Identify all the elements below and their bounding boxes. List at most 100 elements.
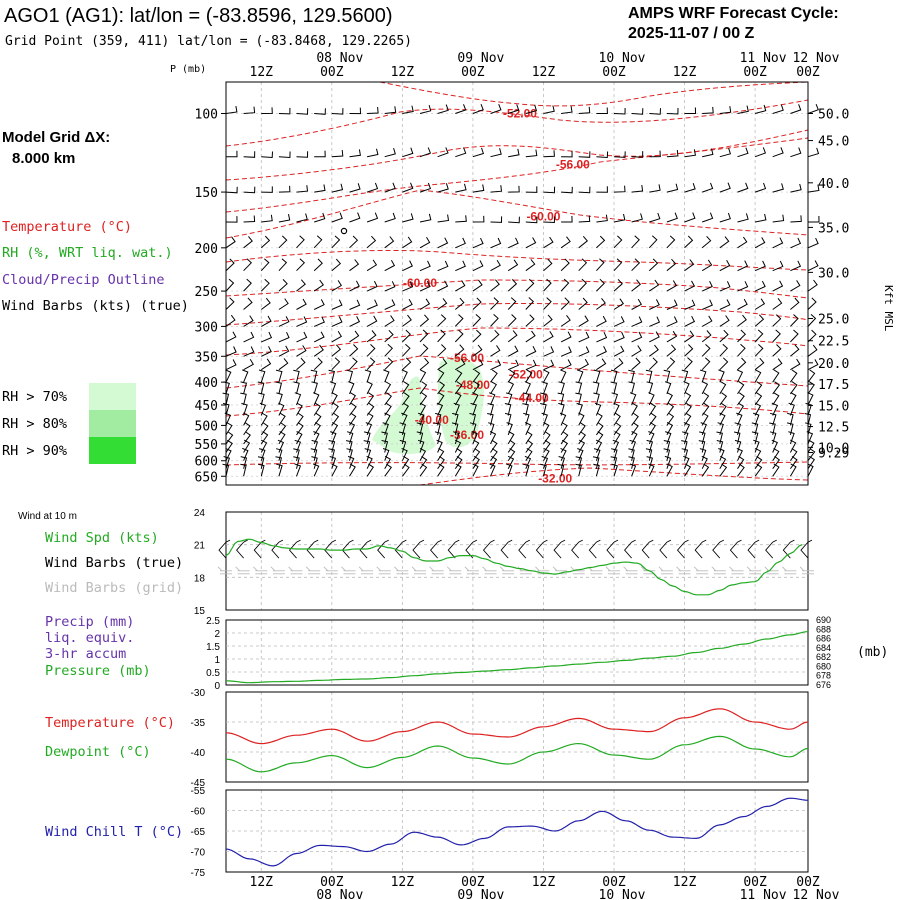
wind-barb	[790, 344, 800, 357]
wind-barb	[331, 331, 342, 343]
wind-barb	[296, 185, 309, 193]
wind-barb	[419, 455, 428, 469]
wind-barb	[490, 279, 500, 292]
wind-barb	[349, 299, 361, 310]
top-hour-label: 12Z	[673, 65, 697, 80]
wind-barb	[348, 381, 355, 395]
wind-barb	[384, 463, 393, 477]
value-tick-label: -75	[191, 868, 206, 879]
height-axis-title: Kft MSL	[882, 285, 895, 332]
wind-barb	[699, 369, 707, 383]
temperature-contour-label: -60.00	[403, 276, 437, 290]
wind-barb	[331, 463, 338, 477]
wind-barb	[243, 151, 256, 158]
wind-barb	[384, 343, 394, 357]
wind-barb	[631, 357, 641, 371]
wind-barb	[294, 439, 302, 453]
wind-barb	[364, 369, 372, 383]
wind-barb	[241, 402, 248, 416]
grid-wind-barb	[446, 566, 462, 575]
wind-barb	[807, 184, 820, 193]
wind-barb	[331, 212, 343, 223]
wind-barb	[366, 235, 377, 249]
wind-barb	[578, 215, 591, 223]
wind-barb	[613, 151, 626, 158]
legend-wind-barbs-true: Wind Barbs (true)	[45, 555, 183, 571]
wind-barb	[717, 422, 724, 436]
wind-barb	[772, 381, 781, 395]
wind-barb	[684, 235, 694, 249]
wind-barb	[366, 392, 375, 406]
wind-barb	[772, 280, 784, 292]
pressure-tick-label: 650	[195, 470, 218, 485]
wind-barb	[700, 422, 707, 436]
value-tick-label: -65	[191, 827, 206, 838]
wind-barb	[771, 402, 779, 416]
wind-barb	[490, 259, 501, 272]
wind-barb	[331, 357, 341, 371]
wind-barb	[754, 260, 766, 272]
wind-barb	[472, 297, 482, 310]
model-grid-value: 8.000 km	[12, 150, 75, 167]
panel-frame	[225, 81, 809, 486]
legend-rh: RH (%, WRT liq. wat.)	[2, 245, 173, 261]
temperature-line	[225, 708, 809, 745]
pressure-line	[225, 631, 809, 684]
pressure-axis-title: P (mb)	[170, 64, 206, 75]
wind-barb	[560, 359, 572, 371]
wind-barb	[558, 402, 565, 416]
wind-barb	[649, 212, 661, 223]
temperature-contour	[225, 189, 809, 239]
wind-barb	[648, 463, 655, 477]
wind-barb	[313, 279, 325, 292]
wind-barb	[613, 431, 621, 445]
wind-barb	[225, 346, 237, 357]
wind-barb	[278, 358, 289, 371]
wind-barb	[701, 381, 709, 395]
wind-barb	[261, 107, 273, 114]
wind-barb	[737, 236, 748, 249]
wind-barb	[225, 186, 238, 194]
wind-barb	[683, 455, 690, 469]
wind-barb	[402, 357, 412, 371]
bottom-day-label: 09 Nov	[457, 888, 504, 900]
wind-barb	[543, 216, 555, 224]
wind-barb	[807, 439, 815, 453]
wind-barb	[402, 260, 413, 272]
wind-barb	[329, 381, 337, 395]
wind-barb	[525, 297, 535, 310]
wind-barb	[310, 369, 318, 383]
wind-barb	[419, 147, 432, 158]
wind-barb	[754, 369, 762, 383]
wind-barb	[454, 463, 462, 477]
wind-barb	[525, 369, 533, 383]
wind-barb	[384, 455, 391, 469]
wind-barb	[402, 236, 413, 249]
wind-barb	[363, 431, 371, 445]
wind-barb	[737, 281, 749, 292]
wind-barb	[419, 357, 430, 371]
wind-barb	[613, 185, 626, 193]
wind-barb	[543, 105, 555, 114]
temperature-contour-label: -52.00	[509, 367, 543, 381]
wind-barb	[419, 314, 430, 327]
wind-barb	[684, 183, 696, 193]
wind-barb	[575, 463, 582, 477]
wind-barb	[613, 213, 626, 223]
wind-barb	[276, 392, 283, 406]
grid-wind-barb	[235, 566, 250, 575]
wind-barb	[394, 539, 407, 559]
wind-barb	[575, 392, 582, 406]
wind-barb	[666, 412, 675, 426]
wind-barb	[296, 279, 306, 292]
wind-barb	[472, 184, 485, 193]
legend-wind10m: Wind at 10 m	[18, 511, 77, 522]
temperature-contour	[225, 137, 809, 213]
wind-barb	[666, 299, 678, 310]
wind-barb	[366, 330, 377, 343]
wind-barb	[381, 431, 388, 445]
wind-barb	[596, 358, 607, 371]
wind-barb	[349, 280, 360, 292]
value-tick-label: -40	[191, 748, 206, 759]
pressure-right-tick-label: 680	[816, 661, 831, 671]
